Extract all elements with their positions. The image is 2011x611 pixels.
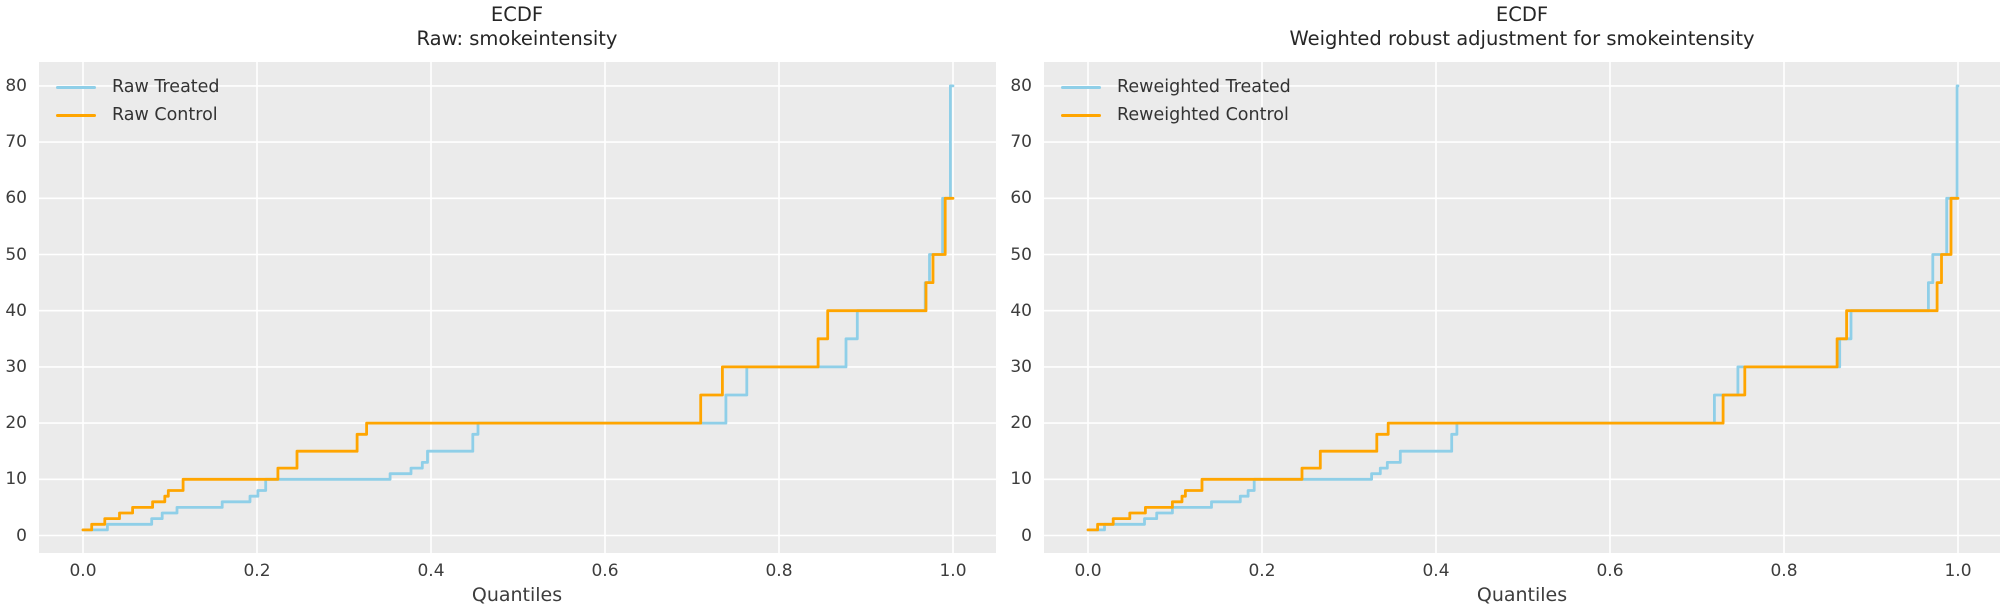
x-tick-label: 0.0 bbox=[69, 561, 97, 581]
legend-label: Raw Control bbox=[112, 105, 218, 125]
control-line-swatch bbox=[1061, 113, 1101, 117]
plot-area bbox=[39, 62, 996, 553]
y-tick-label: 50 bbox=[1010, 244, 1032, 265]
series-path-reweighted-treated bbox=[1086, 84, 1960, 532]
y-tick-label: 40 bbox=[1010, 300, 1032, 321]
chart-title-line1: ECDF bbox=[490, 3, 544, 26]
x-tick-label: 0.8 bbox=[765, 561, 793, 581]
chart-title-line1: ECDF bbox=[1495, 3, 1549, 26]
x-tick-label: 1.0 bbox=[1944, 561, 1972, 581]
y-tick-label: 10 bbox=[1010, 469, 1032, 490]
chart-title-weighted: ECDF Weighted robust adjustment for smok… bbox=[1289, 3, 1754, 51]
y-tick-label: 60 bbox=[1010, 188, 1032, 209]
x-axis-label-raw: Quantiles bbox=[471, 584, 563, 606]
x-tick-label: 0.6 bbox=[1596, 561, 1624, 581]
x-tick-label: 0.4 bbox=[1422, 561, 1450, 581]
y-tick-label: 0 bbox=[16, 525, 27, 546]
chart-title-line2: Weighted robust adjustment for smokeinte… bbox=[1289, 27, 1755, 50]
chart-title-raw: ECDF Raw: smokeintensity bbox=[417, 3, 618, 51]
y-tick-label: 70 bbox=[5, 132, 27, 153]
y-tick-label: 30 bbox=[1010, 356, 1032, 377]
y-tick-label: 50 bbox=[5, 244, 27, 265]
legend-item-raw-control: Raw Control bbox=[56, 104, 220, 126]
y-tick-label: 40 bbox=[5, 300, 27, 321]
x-axis-label-weighted: Quantiles bbox=[1476, 584, 1568, 606]
legend-weighted: Reweighted Treated Reweighted Control bbox=[1061, 76, 1291, 126]
legend-item-reweighted-control: Reweighted Control bbox=[1061, 104, 1291, 126]
chart-title-line2: Raw: smokeintensity bbox=[416, 27, 618, 50]
legend-label: Reweighted Treated bbox=[1117, 77, 1291, 97]
legend-label: Raw Treated bbox=[112, 77, 220, 97]
x-tick-label: 0.0 bbox=[1074, 561, 1102, 581]
legend-label: Reweighted Control bbox=[1117, 105, 1289, 125]
y-tick-label: 20 bbox=[1010, 413, 1032, 434]
plot-area bbox=[1044, 62, 2000, 553]
legend-item-reweighted-treated: Reweighted Treated bbox=[1061, 76, 1291, 98]
y-tick-label: 70 bbox=[1010, 132, 1032, 153]
control-line-swatch bbox=[56, 113, 96, 117]
x-tick-label: 1.0 bbox=[939, 561, 967, 581]
y-tick-label: 80 bbox=[1010, 75, 1032, 96]
y-tick-label: 60 bbox=[5, 188, 27, 209]
x-tick-label: 0.6 bbox=[591, 561, 619, 581]
series-path-raw-control bbox=[81, 196, 955, 532]
y-tick-label: 10 bbox=[5, 469, 27, 490]
legend-item-raw-treated: Raw Treated bbox=[56, 76, 220, 98]
y-tick-label: 20 bbox=[5, 413, 27, 434]
series-path-reweighted-control bbox=[1086, 196, 1960, 532]
legend-raw: Raw Treated Raw Control bbox=[56, 76, 220, 126]
treated-line-swatch bbox=[1061, 85, 1101, 89]
x-tick-label: 0.2 bbox=[1248, 561, 1276, 581]
y-tick-label: 30 bbox=[5, 356, 27, 377]
y-tick-label: 0 bbox=[1021, 525, 1032, 546]
x-tick-label: 0.8 bbox=[1770, 561, 1798, 581]
x-tick-label: 0.2 bbox=[243, 561, 271, 581]
treated-line-swatch bbox=[56, 85, 96, 89]
y-tick-label: 80 bbox=[5, 75, 27, 96]
x-tick-label: 0.4 bbox=[417, 561, 445, 581]
